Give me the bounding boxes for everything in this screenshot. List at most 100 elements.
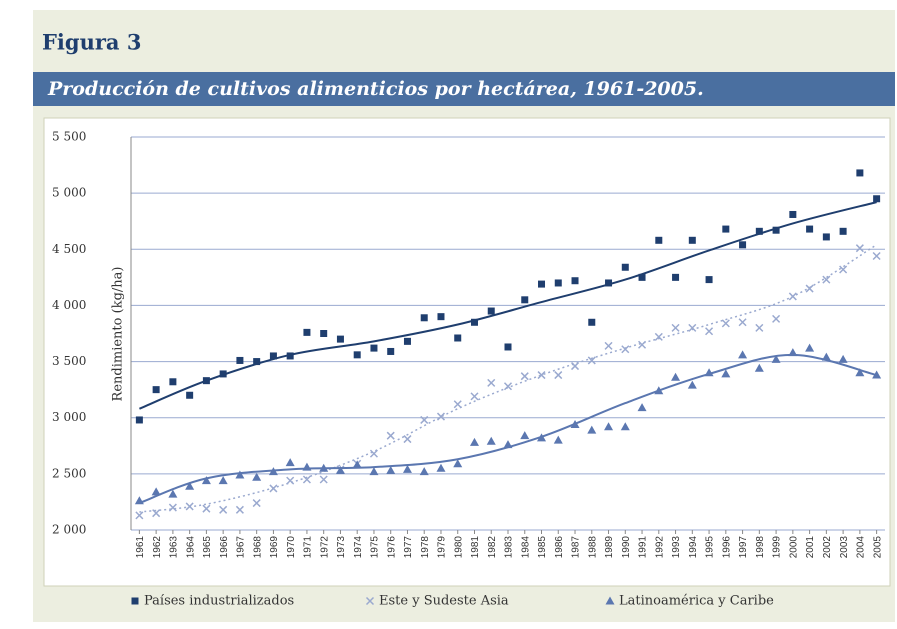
- legend-item: Latinoamérica y Caribe: [605, 594, 774, 609]
- marker: [855, 368, 865, 377]
- marker: [487, 378, 496, 387]
- marker: [620, 422, 630, 431]
- marker: [755, 227, 763, 235]
- marker: [521, 296, 529, 304]
- marker: [771, 354, 781, 363]
- figure-label: Figura 3: [42, 30, 141, 55]
- x-tick-label: 2004: [856, 536, 867, 559]
- x-tick-label: 1993: [671, 536, 682, 559]
- x-tick-label: 1974: [353, 536, 364, 559]
- marker: [621, 263, 629, 271]
- marker: [286, 476, 295, 485]
- x-tick-label: 1982: [487, 536, 498, 559]
- marker: [386, 431, 395, 440]
- marker: [436, 412, 446, 421]
- marker: [671, 323, 680, 332]
- marker: [236, 356, 244, 364]
- x-tick-label: 1996: [721, 536, 732, 559]
- marker: [621, 345, 630, 354]
- marker: [336, 335, 344, 343]
- marker: [352, 460, 362, 469]
- marker: [319, 475, 328, 484]
- x-tick-label: 1978: [420, 536, 431, 559]
- marker: [805, 343, 815, 352]
- marker: [454, 334, 462, 342]
- x-tick-label: 2005: [872, 536, 883, 559]
- x-tick-label: 1961: [135, 536, 146, 559]
- marker: [839, 227, 847, 235]
- y-tick-label: 3 500: [52, 354, 86, 368]
- marker: [135, 416, 143, 424]
- marker: [789, 210, 797, 218]
- x-tick-label: 1991: [638, 536, 649, 559]
- marker: [856, 169, 864, 177]
- marker: [705, 276, 713, 284]
- x-tick-label: 1998: [755, 536, 766, 559]
- x-tick-label: 1979: [437, 536, 448, 559]
- marker: [872, 370, 882, 379]
- marker: [688, 323, 697, 332]
- marker: [369, 467, 379, 476]
- marker: [487, 307, 495, 315]
- marker: [638, 340, 647, 349]
- x-tick-label: 1995: [705, 536, 716, 559]
- marker: [570, 419, 580, 428]
- marker: [320, 330, 328, 337]
- x-tick-label: 1992: [654, 536, 665, 559]
- marker: [219, 370, 227, 378]
- marker: [705, 327, 714, 336]
- x-tick-label: 1970: [286, 536, 297, 559]
- marker: [821, 352, 831, 361]
- marker: [754, 363, 764, 372]
- x-tick-label: 2001: [805, 536, 816, 559]
- marker: [587, 425, 597, 434]
- x-tick-label: 1983: [504, 536, 515, 559]
- marker: [873, 195, 881, 203]
- marker: [235, 505, 244, 514]
- marker: [235, 470, 245, 479]
- x-tick-label: 1964: [185, 536, 196, 559]
- marker: [436, 463, 446, 472]
- x-tick-label: 1965: [202, 536, 213, 559]
- marker: [571, 277, 579, 285]
- x-tick-label: 1986: [554, 536, 565, 559]
- x-tick-label: 1999: [772, 536, 783, 559]
- marker: [671, 372, 681, 381]
- marker: [402, 464, 412, 473]
- marker: [739, 241, 747, 249]
- x-tick-label: 1972: [319, 536, 330, 559]
- marker: [772, 226, 780, 234]
- x-tick-label: 1989: [604, 536, 615, 559]
- y-tick-label: 5 000: [52, 186, 86, 200]
- marker: [285, 458, 295, 467]
- marker: [419, 467, 429, 476]
- marker: [738, 350, 748, 359]
- marker: [152, 386, 160, 394]
- x-tick-label: 1990: [621, 536, 632, 559]
- marker: [655, 236, 663, 244]
- marker: [638, 273, 646, 281]
- legend-label: Países industrializados: [144, 594, 294, 609]
- marker: [672, 273, 680, 281]
- marker: [822, 275, 831, 284]
- marker: [185, 481, 195, 490]
- marker: [503, 382, 513, 391]
- x-tick-label: 1962: [152, 536, 163, 559]
- x-tick-label: 1987: [571, 536, 582, 559]
- y-tick-label: 4 000: [52, 298, 86, 312]
- marker: [218, 476, 228, 485]
- marker: [131, 597, 139, 605]
- marker: [738, 318, 747, 327]
- marker: [303, 328, 311, 336]
- marker: [538, 280, 546, 288]
- y-tick-label: 3 000: [52, 410, 86, 424]
- plot-box: [43, 117, 891, 587]
- marker: [202, 377, 210, 385]
- marker: [470, 392, 479, 401]
- marker: [872, 251, 881, 261]
- marker: [721, 369, 731, 378]
- x-tick-label: 1976: [386, 536, 397, 559]
- marker: [822, 233, 830, 241]
- x-tick-label: 2000: [788, 536, 799, 559]
